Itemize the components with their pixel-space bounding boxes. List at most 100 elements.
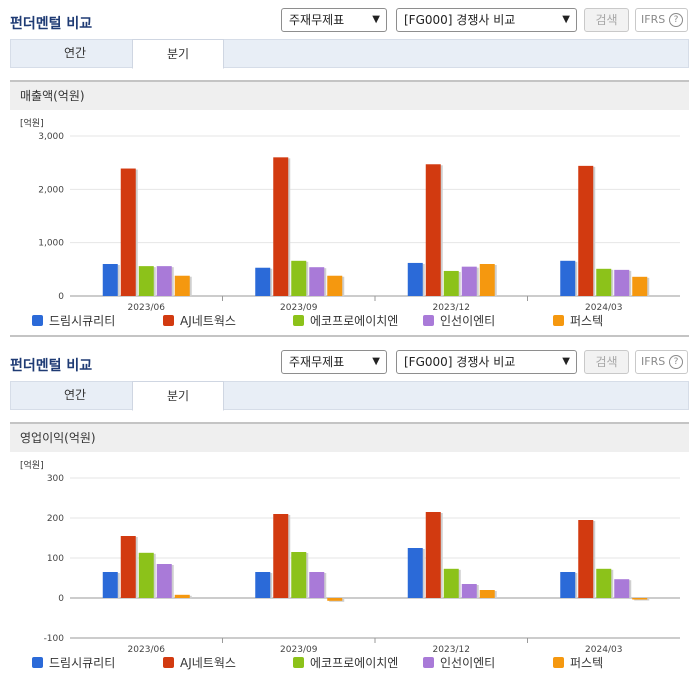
bar-인선이엔티-2023-09	[309, 267, 325, 296]
x-tick-label: 2023/12	[433, 303, 470, 312]
legend-swatch	[423, 315, 434, 326]
bar-aj네트웍스-2023-12	[425, 164, 441, 296]
x-tick-label: 2023/09	[280, 645, 318, 654]
bar-퍼스텍-2024-03	[632, 598, 648, 600]
section-title: 펀더멘털 비교	[10, 16, 93, 32]
bar-에코프로에이치엔-2023-12	[443, 270, 459, 296]
x-tick-label: 2023/06	[128, 303, 166, 312]
bar-드림시큐리티-2023-06	[102, 572, 118, 598]
statement-type-select[interactable]: 주재무제표 ▼	[281, 8, 387, 32]
legend-item-드림시큐리티[interactable]: 드림시큐리티	[32, 312, 115, 330]
legend-swatch	[553, 657, 564, 668]
legend-item-aj네트웍스[interactable]: AJ네트웍스	[163, 312, 236, 330]
legend-label: 인선이엔티	[440, 656, 496, 670]
legend-swatch	[32, 315, 43, 326]
comparison-group-select[interactable]: [FG000] 경쟁사 비교 ▼	[396, 350, 577, 374]
bar-퍼스텍-2023-06	[174, 275, 190, 296]
y-tick-label: 100	[47, 554, 64, 564]
legend-swatch	[163, 315, 174, 326]
chevron-down-icon: ▼	[372, 14, 380, 25]
bar-인선이엔티-2023-12	[461, 584, 477, 598]
chevron-down-icon: ▼	[562, 356, 570, 367]
tab-quarterly[interactable]: 분기	[132, 39, 224, 69]
bar-드림시큐리티-2023-09	[255, 267, 271, 296]
y-tick-label: 200	[47, 514, 64, 524]
legend-label: 퍼스텍	[570, 314, 604, 328]
bar-드림시큐리티-2023-12	[407, 262, 423, 296]
legend-swatch	[163, 657, 174, 668]
revenue-chart-legend: 드림시큐리티 AJ네트웍스 에코프로에이치엔 인선이엔티 퍼스텍	[0, 312, 696, 330]
bar-에코프로에이치엔-2023-09	[291, 260, 307, 296]
chevron-down-icon: ▼	[372, 356, 380, 367]
y-tick-label: 300	[47, 474, 64, 484]
legend-swatch	[293, 657, 304, 668]
ifrs-label: IFRS	[641, 355, 666, 368]
legend-item-에코프로에이치엔[interactable]: 에코프로에이치엔	[293, 312, 398, 330]
search-button[interactable]: 검색	[584, 8, 629, 32]
bar-퍼스텍-2024-03	[632, 276, 648, 296]
bar-aj네트웍스-2024-03	[578, 520, 594, 598]
comparison-group-value: [FG000] 경쟁사 비교	[404, 355, 516, 369]
help-icon: ?	[669, 355, 683, 369]
legend-item-퍼스텍[interactable]: 퍼스텍	[553, 312, 603, 330]
bar-드림시큐리티-2024-03	[560, 572, 576, 598]
legend-item-드림시큐리티[interactable]: 드림시큐리티	[32, 654, 115, 672]
legend-label: 에코프로에이치엔	[310, 656, 399, 670]
legend-item-인선이엔티[interactable]: 인선이엔티	[423, 654, 495, 672]
legend-swatch	[32, 657, 43, 668]
bar-드림시큐리티-2024-03	[560, 260, 576, 296]
section-header: 펀더멘털 비교 주재무제표 ▼ [FG000] 경쟁사 비교 ▼ 검색 IFRS…	[0, 0, 696, 38]
ifrs-help-button[interactable]: IFRS ?	[635, 350, 688, 374]
bar-퍼스텍-2023-12	[479, 590, 495, 598]
search-button[interactable]: 검색	[584, 350, 629, 374]
tab-annual[interactable]: 연간	[63, 46, 87, 60]
legend-item-aj네트웍스[interactable]: AJ네트웍스	[163, 654, 236, 672]
x-tick-label: 2024/03	[585, 645, 622, 654]
bar-aj네트웍스-2023-09	[273, 514, 289, 598]
legend-label: 드림시큐리티	[49, 314, 116, 328]
legend-item-퍼스텍[interactable]: 퍼스텍	[553, 654, 603, 672]
bar-인선이엔티-2023-06	[156, 564, 172, 598]
period-tabs: 연간 분기	[10, 39, 689, 69]
legend-swatch	[293, 315, 304, 326]
bar-퍼스텍-2023-06	[174, 594, 190, 598]
legend-swatch	[553, 315, 564, 326]
y-tick-label: 0	[58, 594, 64, 604]
y-tick-label: 0	[58, 292, 64, 302]
comparison-group-select[interactable]: [FG000] 경쟁사 비교 ▼	[396, 8, 577, 32]
x-tick-label: 2023/06	[128, 645, 166, 654]
tab-quarterly[interactable]: 분기	[132, 381, 224, 411]
y-tick-label: 3,000	[38, 132, 64, 142]
tab-annual[interactable]: 연간	[63, 388, 87, 402]
legend-label: 에코프로에이치엔	[310, 314, 399, 328]
fundamental-section-operating-profit: 펀더멘털 비교 주재무제표 ▼ [FG000] 경쟁사 비교 ▼ 검색 IFRS…	[0, 342, 696, 684]
period-tabs: 연간 분기	[10, 381, 689, 411]
x-tick-label: 2024/03	[585, 303, 622, 312]
ifrs-label: IFRS	[641, 13, 666, 26]
legend-item-에코프로에이치엔[interactable]: 에코프로에이치엔	[293, 654, 398, 672]
section-title: 펀더멘털 비교	[10, 358, 93, 374]
legend-item-인선이엔티[interactable]: 인선이엔티	[423, 312, 495, 330]
revenue-bar-chart: [억원] 3,000 2,000 1,000 0 2023/06 2023/09 2023/1…	[20, 117, 680, 312]
statement-type-select[interactable]: 주재무제표 ▼	[281, 350, 387, 374]
bar-shadow	[634, 599, 650, 601]
bar-에코프로에이치엔-2023-12	[443, 568, 459, 598]
operating-profit-chart-legend: 드림시큐리티 AJ네트웍스 에코프로에이치엔 인선이엔티 퍼스텍	[0, 654, 696, 672]
statement-type-value: 주재무제표	[289, 13, 345, 27]
bar-aj네트웍스-2024-03	[578, 165, 594, 296]
section-header: 펀더멘털 비교 주재무제표 ▼ [FG000] 경쟁사 비교 ▼ 검색 IFRS…	[0, 342, 696, 380]
help-icon: ?	[669, 13, 683, 27]
ifrs-help-button[interactable]: IFRS ?	[635, 8, 688, 32]
bar-퍼스텍-2023-09	[327, 598, 343, 601]
chart-subtitle: 영업이익(억원)	[10, 422, 689, 452]
bar-퍼스텍-2023-12	[479, 264, 495, 296]
section-divider	[10, 335, 689, 337]
unit-label: [억원]	[20, 117, 44, 129]
bar-에코프로에이치엔-2024-03	[596, 268, 612, 296]
bar-aj네트웍스-2023-06	[120, 168, 136, 296]
legend-label: AJ네트웍스	[180, 656, 236, 670]
bar-에코프로에이치엔-2024-03	[596, 568, 612, 598]
bar-aj네트웍스-2023-06	[120, 536, 136, 598]
operating-profit-bar-chart: [억원]300 200 100 0 -100 2023/06 2023/09 2023/12 2…	[20, 459, 680, 654]
bar-aj네트웍스-2023-09	[273, 157, 289, 296]
